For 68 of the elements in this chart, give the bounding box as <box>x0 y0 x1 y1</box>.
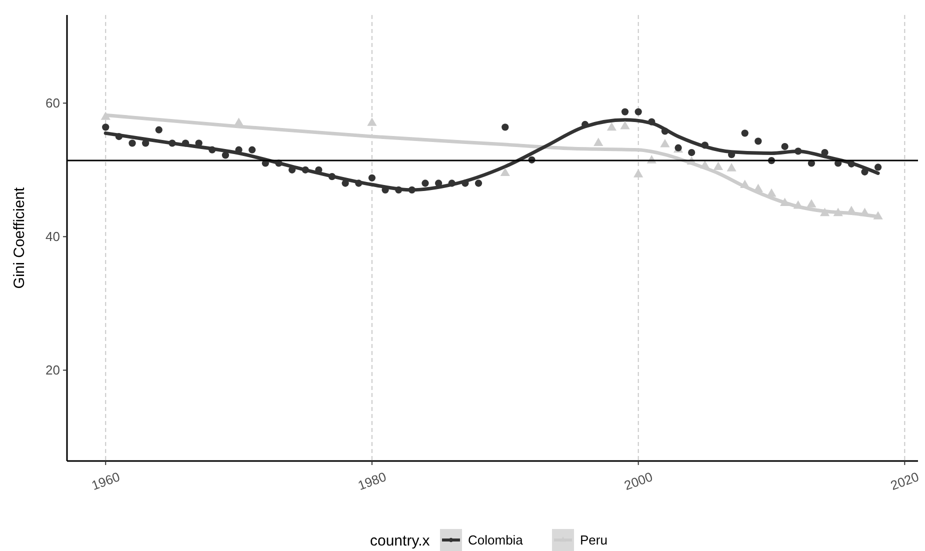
point <box>115 132 123 140</box>
point <box>168 140 176 147</box>
line-series <box>104 118 880 192</box>
point <box>408 186 416 194</box>
point <box>806 199 816 208</box>
point <box>182 140 190 147</box>
point <box>395 186 402 194</box>
point <box>660 138 670 148</box>
point <box>688 148 696 156</box>
point <box>648 118 656 126</box>
x-tick-label: 1960 <box>89 469 122 494</box>
point <box>234 118 244 126</box>
point <box>781 142 788 150</box>
point <box>462 180 469 187</box>
point <box>367 118 377 126</box>
y-tick-label: 60 <box>46 96 60 111</box>
x-tick-label: 1980 <box>356 469 388 494</box>
point <box>634 108 642 116</box>
point <box>794 148 802 155</box>
point <box>342 180 349 187</box>
point <box>701 142 708 149</box>
point <box>861 168 868 176</box>
point <box>766 188 776 197</box>
y-tick-label: 20 <box>46 362 60 378</box>
point <box>780 198 790 206</box>
y-axis-title: Gini Coefficient <box>11 186 28 289</box>
point <box>634 169 644 178</box>
point <box>355 180 362 187</box>
point <box>368 174 376 182</box>
point <box>500 168 510 176</box>
point <box>222 152 230 159</box>
point <box>700 160 710 169</box>
y-tick-label: 40 <box>46 229 60 244</box>
point <box>100 112 110 120</box>
point <box>726 163 736 172</box>
point <box>448 180 456 187</box>
point <box>621 108 629 116</box>
point <box>502 124 509 131</box>
legend-label: Peru <box>580 532 608 548</box>
point <box>128 140 136 147</box>
point <box>594 138 604 146</box>
x-tick-label: 2020 <box>888 469 921 494</box>
point <box>248 146 256 154</box>
point <box>581 120 589 128</box>
point <box>874 164 882 171</box>
point <box>474 180 482 187</box>
legend-title: country.x <box>370 532 430 550</box>
point <box>606 122 616 131</box>
point <box>302 166 309 174</box>
point <box>208 146 216 154</box>
point <box>821 148 828 156</box>
point <box>620 120 630 130</box>
point <box>873 211 883 220</box>
point <box>661 128 669 135</box>
point <box>434 180 442 187</box>
point <box>820 208 830 216</box>
point <box>102 124 110 131</box>
point <box>741 130 748 137</box>
point <box>422 180 429 187</box>
point <box>754 138 762 145</box>
point <box>713 162 724 170</box>
x-tick-label: 2000 <box>622 469 654 494</box>
point <box>328 173 336 180</box>
point <box>142 140 150 147</box>
legend-label: Colombia <box>468 532 524 548</box>
point <box>833 208 843 216</box>
point <box>155 126 162 134</box>
point <box>740 180 750 188</box>
